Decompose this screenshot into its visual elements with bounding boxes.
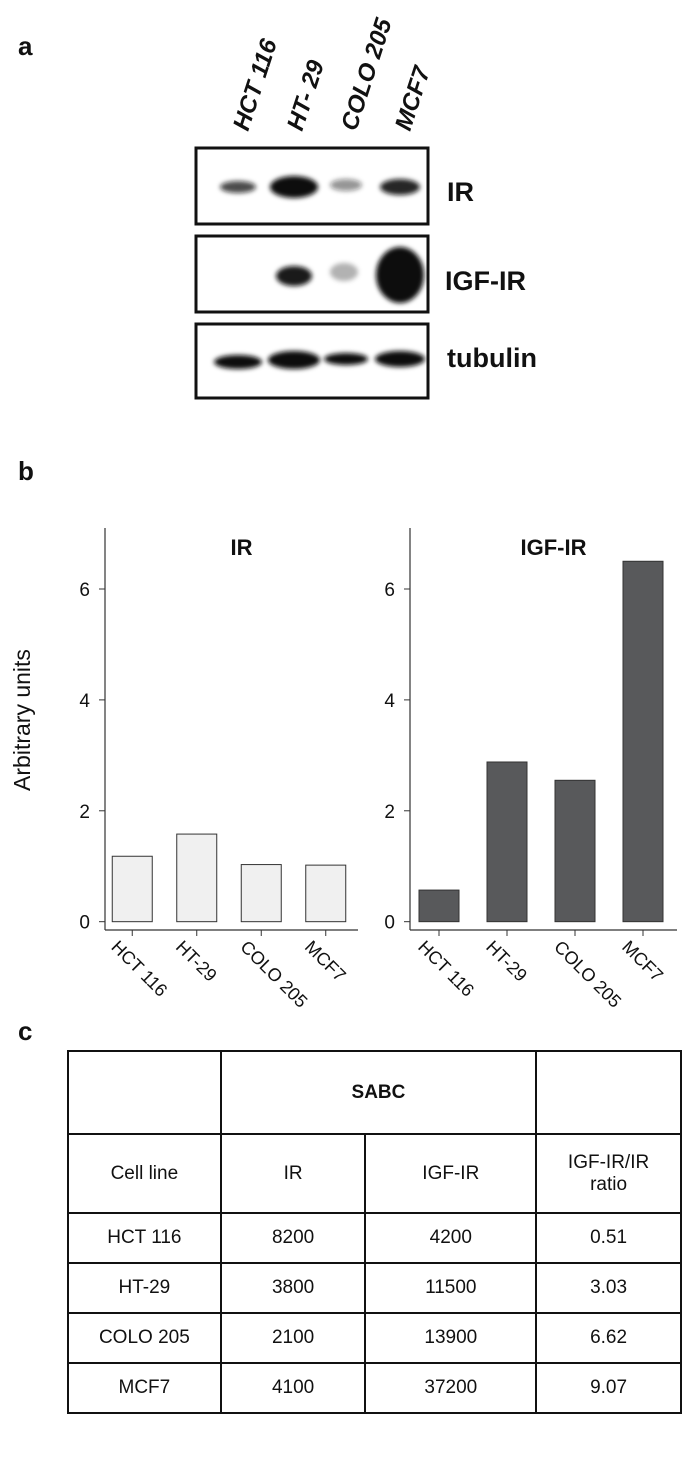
lane-label: COLO 205 [336,15,398,134]
column-header: IGF-IR/IR ratio [535,1133,682,1214]
table-cell: 9.07 [535,1362,682,1414]
table-cell: 2100 [219,1312,367,1364]
table-cell: HT-29 [67,1262,222,1314]
chart-title: IGF-IR [521,535,587,560]
y-tick-label: 2 [79,802,90,823]
bar [486,761,528,923]
blot-row-label: IGF-IR [445,266,526,296]
group-header: SABC [219,1050,538,1135]
bar [176,833,218,923]
panel-label: b [18,456,34,486]
column-header: IGF-IR [364,1133,538,1214]
y-tick-label: 4 [384,691,395,712]
blot-panel [194,146,430,400]
table-cell: 8200 [219,1212,367,1264]
chart-title: IR [231,535,253,560]
column-header: Cell line [67,1133,222,1214]
table-cell: 0.51 [535,1212,682,1264]
cell [535,1050,682,1135]
blot-row-label: IR [447,177,474,207]
x-tick-label: MCF7 [301,937,350,986]
bar [305,864,347,923]
cell [67,1050,222,1135]
table-cell: MCF7 [67,1362,222,1414]
lane-label: HCT 116 [228,35,283,134]
bar [240,864,282,923]
y-tick-label: 0 [384,913,395,934]
bar [554,779,596,923]
bar [418,889,460,923]
blot-row-label: tubulin [447,343,537,373]
y-tick-label: 6 [79,580,90,601]
y-tick-label: 2 [384,802,395,823]
panel-label: c [18,1016,32,1046]
data-table: SABC Cell line IR IGF-IR IGF-IR/IR ratio… [67,1050,682,1414]
x-tick-label: HCT 116 [414,937,478,1001]
y-tick-label: 0 [79,913,90,934]
x-tick-label: HT-29 [482,937,531,986]
table-cell: 3800 [219,1262,367,1314]
y-tick-label: 4 [79,691,90,712]
panel-label: a [18,31,33,61]
table-cell: 4100 [219,1362,367,1414]
table-cell: 4200 [364,1212,538,1264]
lane-label: HT- 29 [282,56,330,133]
x-tick-label: HT-29 [172,937,221,986]
column-header: IR [219,1133,367,1214]
x-tick-label: MCF7 [618,937,667,986]
x-tick-label: COLO 205 [236,937,311,1012]
x-tick-label: HCT 116 [107,937,171,1001]
table-cell: 6.62 [535,1312,682,1364]
bar [111,855,153,923]
table-cell: 37200 [364,1362,538,1414]
y-tick-label: 6 [384,580,395,601]
table-cell: 11500 [364,1262,538,1314]
y-axis-label: Arbitrary units [9,649,35,791]
bar [622,560,664,923]
x-tick-label: COLO 205 [550,937,625,1012]
table-cell: 13900 [364,1312,538,1364]
table-cell: COLO 205 [67,1312,222,1364]
table-cell: 3.03 [535,1262,682,1314]
table-cell: HCT 116 [67,1212,222,1264]
lane-label: MCF7 [390,62,436,134]
